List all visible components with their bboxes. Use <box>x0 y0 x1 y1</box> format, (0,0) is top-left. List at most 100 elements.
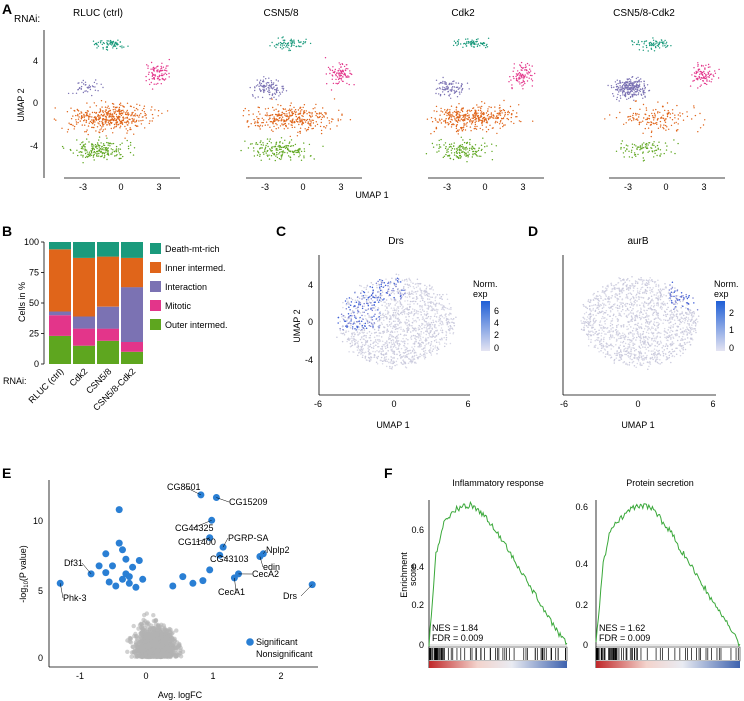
umap-cell-point <box>653 123 655 125</box>
umap-cell-point <box>82 154 84 157</box>
umap-cell-point <box>460 149 462 151</box>
feature-cell-point <box>390 355 392 358</box>
umap-cell-point <box>280 151 282 153</box>
umap-cell-point <box>273 86 275 88</box>
umap-cell-point <box>465 146 468 148</box>
feature-cell-point <box>362 318 364 321</box>
umap-cell-point <box>455 106 458 108</box>
umap-cell-point <box>620 88 622 91</box>
umap-cell-point <box>281 37 283 39</box>
umap-cell-point <box>466 122 468 124</box>
feature-cell-point <box>421 323 424 325</box>
feature-cell-point <box>360 348 362 351</box>
umap-cell-point <box>443 155 446 157</box>
feature-cell-point <box>446 322 449 325</box>
umap-cell-point <box>115 42 117 44</box>
feature-cell-point <box>346 324 348 327</box>
umap-cell-point <box>107 147 109 149</box>
umap-cell-point <box>83 115 85 117</box>
umap-cell-point <box>294 109 297 111</box>
umap-cell-point <box>105 111 108 114</box>
umap-cell-point <box>442 80 444 83</box>
umap-cell-point <box>87 153 89 155</box>
umap-cell-point <box>110 148 113 150</box>
umap-cell-point <box>93 159 95 161</box>
feature-cell-point <box>364 357 367 359</box>
feature-cell-point <box>386 342 388 344</box>
umap-cell-point <box>705 64 707 67</box>
umap-cell-point <box>708 76 710 78</box>
umap-cell-point <box>110 114 113 116</box>
umap-cell-point <box>637 76 639 79</box>
umap-cell-point <box>534 72 536 75</box>
feature-cell-point <box>423 326 425 329</box>
umap-cell-point <box>162 66 165 68</box>
umap-cell-point <box>70 123 73 126</box>
feature-cell-point <box>686 304 688 306</box>
feature-cell-point <box>450 318 452 320</box>
umap-cell-point <box>107 152 109 154</box>
umap-cell-point <box>469 121 471 123</box>
umap-cell-point <box>127 145 130 147</box>
feature-cell-point <box>404 295 407 298</box>
feature-cell-point <box>392 316 395 318</box>
feature-cell-point <box>429 331 432 334</box>
feature-cell-point <box>651 280 654 283</box>
feature-cell-point <box>398 345 401 347</box>
feature-cell-point <box>431 333 434 336</box>
umap-cell-point <box>295 151 297 154</box>
umap-cell-point <box>270 129 273 131</box>
umap-cell-point <box>453 40 456 42</box>
umap-cell-point <box>312 122 315 124</box>
umap-cell-point <box>625 92 627 94</box>
umap-cell-point <box>282 39 284 41</box>
umap-cell-point <box>670 124 673 127</box>
umap-cell-point <box>676 130 678 132</box>
umap-cell-point <box>83 120 85 122</box>
feature-cell-point <box>400 347 403 350</box>
umap-cell-point <box>620 148 622 150</box>
feature-cell-point <box>374 350 377 353</box>
feature-cell-point <box>395 339 398 341</box>
feature-cell-point <box>418 344 421 347</box>
umap-cell-point <box>440 122 443 124</box>
feature-cell-point <box>429 301 431 303</box>
umap-cell-point <box>465 142 468 145</box>
umap-cell-point <box>305 130 308 132</box>
umap-cell-point <box>254 97 256 99</box>
umap-cell-point <box>643 142 645 144</box>
umap-cell-point <box>84 146 86 148</box>
umap-cell-point <box>624 150 627 152</box>
umap-cell-point <box>474 125 476 128</box>
feature-cell-point <box>391 331 394 333</box>
feature-cell-point <box>370 302 372 304</box>
umap-cell-point <box>264 114 267 116</box>
umap-cell-point <box>674 152 676 155</box>
umap-cell-point <box>292 151 295 154</box>
feature-cell-point <box>419 343 422 345</box>
feature-cell-point <box>391 289 393 292</box>
feature-cell-point <box>410 362 413 364</box>
umap-cell-point <box>76 139 78 141</box>
feature-cell-point <box>601 302 604 305</box>
feature-cell-point <box>674 290 676 292</box>
feature-cell-point <box>390 358 393 361</box>
umap-cell-point <box>477 112 479 114</box>
bar-ytick-label: 50 <box>29 298 39 308</box>
umap-cell-point <box>706 80 708 82</box>
umap-cell-point <box>711 78 713 80</box>
umap-cell-point <box>252 147 255 149</box>
feature-cell-point <box>350 320 352 322</box>
feature-cell-point <box>397 289 399 291</box>
umap-cell-point <box>98 136 101 138</box>
feature-cell-point <box>437 309 439 311</box>
umap-cell-point <box>91 144 93 146</box>
umap-cell-point <box>460 151 463 153</box>
umap-cell-point <box>699 85 701 88</box>
feature-cell-point <box>421 296 423 298</box>
umap-cell-point <box>314 125 317 127</box>
bar-ytick-label: 0 <box>34 359 39 369</box>
umap-cell-point <box>638 116 640 118</box>
feature-cell-point <box>404 292 406 295</box>
umap-cell-point <box>109 42 111 44</box>
